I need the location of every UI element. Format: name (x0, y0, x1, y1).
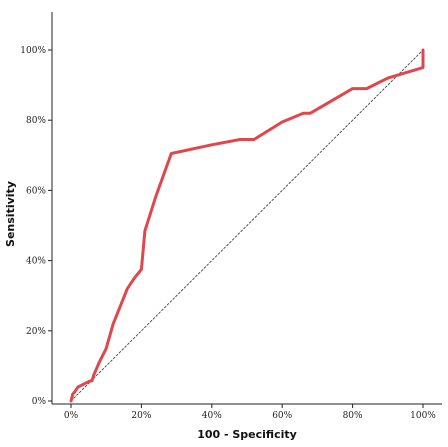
y-tick-label: 0% (32, 397, 47, 407)
y-tick-label: 80% (26, 116, 46, 126)
series-layer (69, 48, 425, 403)
x-tick-label: 60% (272, 411, 292, 421)
plot-frame (51, 12, 442, 405)
y-tick-label: 60% (26, 186, 46, 196)
y-tick-label: 100% (20, 46, 46, 56)
x-tick-label: 80% (343, 411, 363, 421)
x-tick-label: 20% (131, 411, 151, 421)
x-tick-label: 40% (202, 411, 222, 421)
x-tick-label: 100% (410, 411, 436, 421)
y-tick-label: 20% (26, 327, 46, 337)
axis-ticks: 0% 20% 40% 60% 80% 100% 0% 20% 40% 60% 80% 100% (20, 46, 436, 421)
roc-curve (69, 48, 425, 403)
reference-diagonal-line (70, 49, 424, 402)
x-tick-label: 0% (64, 411, 79, 421)
y-axis-title: Sensitivity (4, 181, 17, 247)
x-axis-title: 100 - Specificity (197, 428, 297, 441)
y-tick-label: 40% (26, 257, 46, 267)
